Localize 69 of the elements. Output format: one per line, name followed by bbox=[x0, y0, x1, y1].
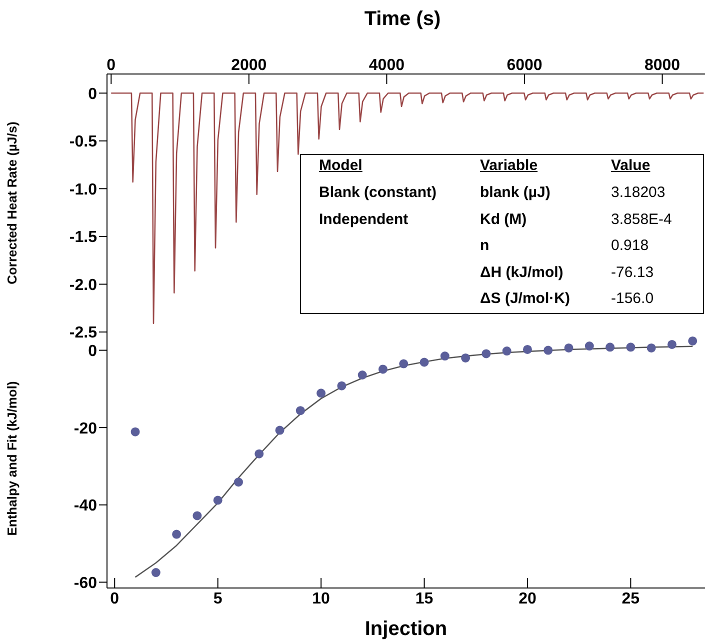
y-axis-title: Enthalpy and Fit (kJ/mol) bbox=[4, 381, 20, 536]
y-tick-label: -40 bbox=[74, 498, 98, 515]
annotation: Model bbox=[319, 157, 362, 174]
x-tick-label: 10 bbox=[312, 590, 330, 608]
y-tick-label: -20 bbox=[74, 420, 98, 438]
x-axis-title: Time (s) bbox=[363, 8, 442, 31]
annotation: n bbox=[480, 237, 490, 254]
point bbox=[688, 336, 698, 346]
point bbox=[502, 346, 512, 356]
annotation: Variable bbox=[480, 157, 538, 174]
annotation: Value bbox=[611, 157, 650, 174]
point bbox=[275, 426, 284, 435]
x-tick-label: 0 bbox=[110, 590, 120, 608]
point bbox=[254, 449, 264, 458]
point bbox=[172, 530, 182, 539]
annotation: ΔS (J/mol·K) bbox=[480, 290, 570, 307]
y-tick-label: -1.0 bbox=[69, 181, 98, 198]
point bbox=[378, 364, 388, 374]
y-tick-label: -0.5 bbox=[69, 134, 98, 151]
x-axis-title: Injection bbox=[364, 618, 448, 640]
point bbox=[440, 352, 450, 361]
point bbox=[522, 344, 532, 354]
x-tick-label: 15 bbox=[415, 590, 434, 608]
point bbox=[296, 406, 305, 416]
y-tick-label: -2.5 bbox=[69, 324, 98, 342]
annotation: Kd (M) bbox=[480, 210, 527, 228]
y-tick-label: -2.0 bbox=[69, 276, 98, 294]
x-tick-label: 8000 bbox=[644, 57, 680, 74]
annotation: Independent bbox=[319, 210, 408, 228]
point bbox=[151, 568, 160, 578]
point bbox=[399, 359, 408, 368]
x-tick-label: 4000 bbox=[368, 57, 405, 74]
point bbox=[316, 388, 326, 398]
annotation: 3.18203 bbox=[611, 184, 666, 201]
x-tick-label: 0 bbox=[106, 57, 116, 74]
x-tick-label: 2000 bbox=[231, 57, 267, 74]
x-tick-label: 25 bbox=[622, 590, 640, 608]
point bbox=[544, 346, 553, 355]
annotation: 3.858E-4 bbox=[611, 210, 672, 228]
y-axis-title: Corrected Heat Rate (µJ/s) bbox=[4, 122, 20, 284]
annotation: ΔH (kJ/mol) bbox=[480, 264, 564, 280]
point bbox=[667, 340, 676, 349]
point bbox=[626, 342, 636, 352]
point bbox=[213, 496, 222, 505]
point bbox=[420, 358, 429, 367]
point bbox=[234, 478, 243, 487]
x-tick-label: 6000 bbox=[506, 57, 542, 74]
annotation: blank (µJ) bbox=[480, 184, 550, 201]
annotation: -76.13 bbox=[611, 264, 654, 280]
y-tick-label: 0 bbox=[88, 342, 98, 360]
y-tick-label: -60 bbox=[74, 574, 98, 592]
annotation: 0.918 bbox=[611, 237, 649, 254]
annotation: -156.0 bbox=[611, 290, 654, 307]
point bbox=[482, 349, 491, 358]
y-tick-label: 0 bbox=[88, 86, 98, 103]
annotation: Blank (constant) bbox=[319, 184, 437, 201]
point bbox=[337, 381, 346, 390]
point bbox=[130, 427, 140, 436]
x-tick-label: 20 bbox=[518, 590, 536, 608]
point bbox=[564, 343, 574, 352]
point bbox=[461, 353, 470, 362]
point bbox=[584, 342, 594, 351]
point bbox=[192, 511, 202, 520]
x-tick-label: 5 bbox=[213, 590, 222, 608]
y-tick-label: -1.5 bbox=[69, 229, 98, 246]
point bbox=[358, 370, 367, 380]
point bbox=[646, 343, 656, 352]
line-series bbox=[110, 92, 704, 324]
point bbox=[606, 342, 615, 352]
